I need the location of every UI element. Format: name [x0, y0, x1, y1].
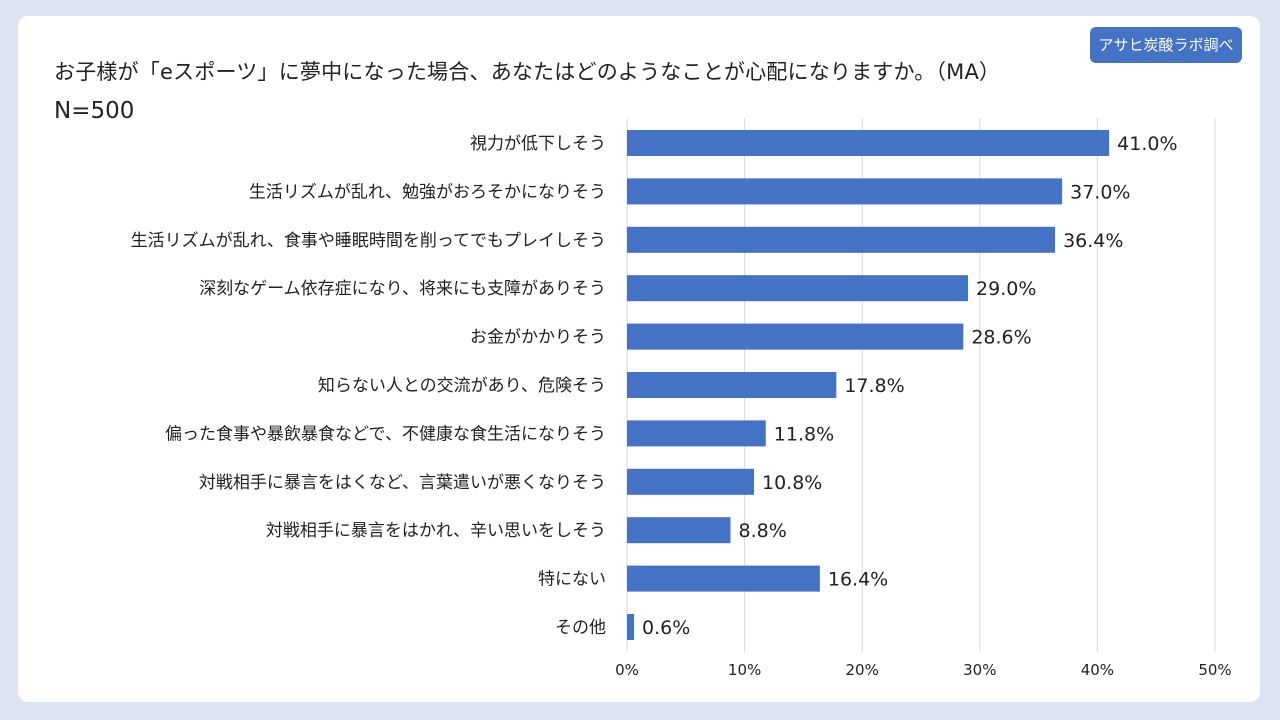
bar — [627, 130, 1110, 156]
category-label: 知らない人との交流があり、危険そう — [318, 376, 606, 396]
sample-size: N=500 — [54, 98, 135, 124]
bar — [627, 323, 964, 350]
bar — [627, 178, 1063, 205]
x-tick-label: 10% — [728, 661, 761, 679]
x-tick-label: 20% — [846, 661, 879, 679]
category-label: お金がかかりそう — [470, 328, 606, 348]
labels: 0% 10% 20% 30% 40% 50% 視力が低下しそう 41.0% 生活リズムが乱れ、勉… — [131, 133, 1232, 679]
chart-title: お子様が「eスポーツ」に夢中になった場合、あなたはどのようなことが心配になります… — [54, 60, 1001, 84]
category-label: 偏った食事や暴飲暴食などで、不健康な食生活になりそう — [165, 424, 606, 444]
value-label: 29.0% — [976, 278, 1036, 300]
value-label: 16.4% — [828, 569, 888, 591]
bar — [627, 517, 731, 544]
category-label: 生活リズムが乱れ、食事や睡眠時間を削ってでもプレイしそう — [131, 231, 606, 251]
value-label: 37.0% — [1070, 181, 1130, 203]
gridlines — [626, 118, 1216, 652]
value-label: 36.4% — [1063, 230, 1123, 252]
bar — [627, 468, 755, 495]
x-tick-label: 30% — [963, 661, 996, 679]
value-label: 17.8% — [844, 375, 904, 397]
bars — [627, 130, 1110, 640]
x-tick-label: 0% — [615, 661, 639, 679]
bar — [627, 614, 635, 640]
category-label: その他 — [555, 618, 606, 638]
bar — [627, 226, 1056, 253]
value-label: 0.6% — [642, 617, 690, 639]
x-tick-label: 50% — [1198, 661, 1231, 679]
category-label: 深刻なゲーム依存症になり、将来にも支障がありそう — [199, 279, 606, 299]
bar — [627, 420, 766, 447]
value-label: 11.8% — [774, 423, 834, 445]
value-label: 10.8% — [762, 472, 822, 494]
value-label: 8.8% — [738, 520, 786, 542]
category-label: 視力が低下しそう — [470, 134, 606, 154]
category-label: 生活リズムが乱れ、勉強がおろそかになりそう — [249, 182, 606, 202]
source-badge: アサヒ炭酸ラボ調べ — [1090, 27, 1242, 63]
bar — [627, 275, 969, 302]
bar — [627, 565, 820, 592]
category-label: 対戦相手に暴言をはくなど、言葉遣いが悪くなりそう — [199, 473, 606, 493]
value-label: 41.0% — [1117, 133, 1177, 155]
category-label: 対戦相手に暴言をはかれ、辛い思いをしそう — [266, 521, 606, 541]
value-label: 28.6% — [971, 327, 1031, 349]
category-label: 特にない — [538, 570, 606, 590]
x-tick-label: 40% — [1081, 661, 1114, 679]
bar — [627, 372, 837, 398]
